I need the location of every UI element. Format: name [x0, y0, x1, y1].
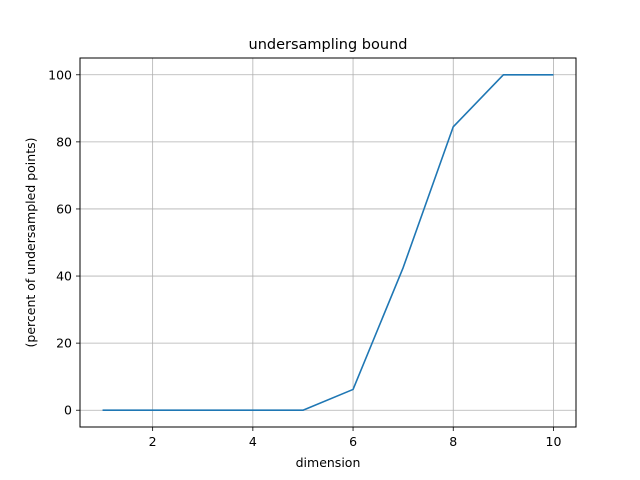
x-tick-label: 8: [449, 434, 457, 449]
x-tick-label: 6: [349, 434, 357, 449]
x-tick-label: 4: [249, 434, 257, 449]
x-tick-label: 2: [149, 434, 157, 449]
y-axis-label: (percent of undersampled points): [23, 138, 38, 348]
y-tick-label: 80: [56, 134, 72, 149]
chart-title: undersampling bound: [249, 37, 408, 53]
y-tick-label: 0: [64, 403, 72, 418]
y-tick-label: 20: [56, 336, 72, 351]
series-layer: [102, 73, 554, 412]
y-tick-label: 60: [56, 201, 72, 216]
x-axis-label: dimension: [296, 455, 361, 470]
x-tick-label: 10: [546, 434, 562, 449]
axes-frame: [79, 57, 577, 428]
y-tick-label: 100: [48, 67, 72, 82]
series-line: [102, 73, 554, 412]
y-tick-label: 40: [56, 269, 72, 284]
